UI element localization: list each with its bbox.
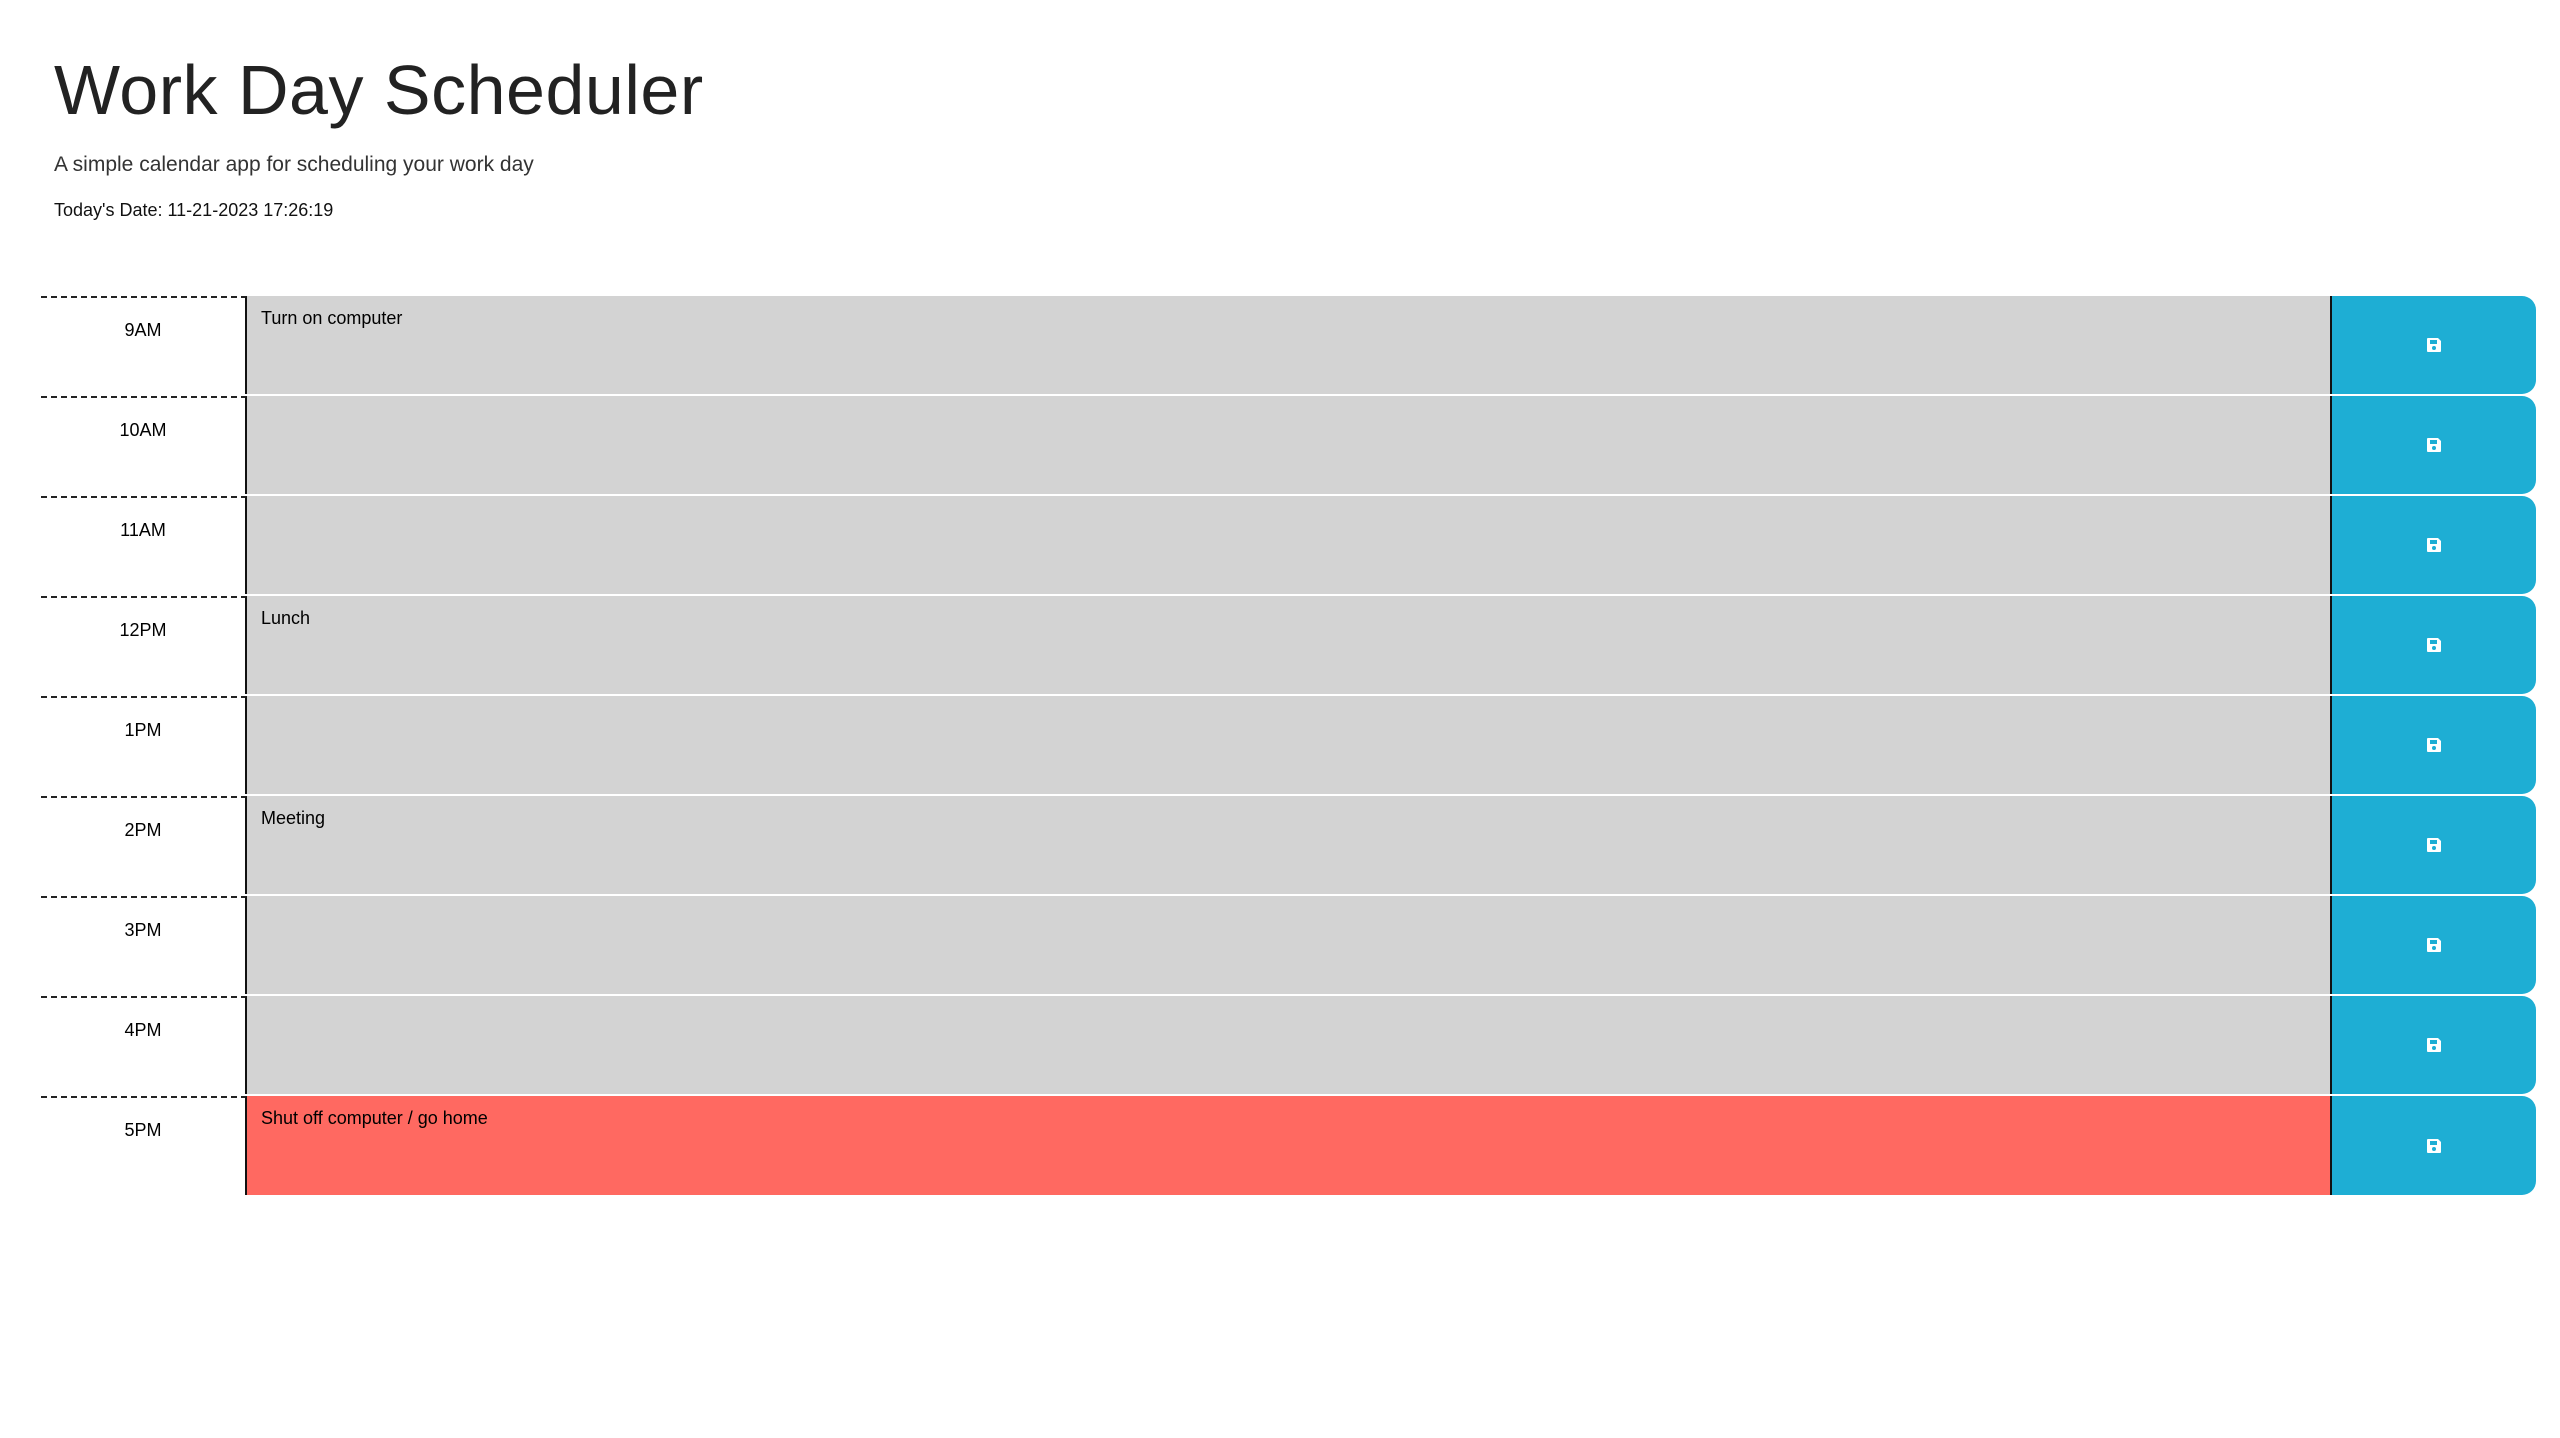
save-icon — [2427, 938, 2441, 952]
schedule-container: 9AM Turn on computer 10AM 11AM 12PM Lunc… — [41, 296, 2536, 1195]
save-icon — [2427, 538, 2441, 552]
event-description-input[interactable] — [247, 696, 2330, 794]
save-icon — [2427, 438, 2441, 452]
save-button[interactable] — [2330, 296, 2536, 394]
page-header: Work Day Scheduler A simple calendar app… — [54, 48, 704, 222]
page-title: Work Day Scheduler — [54, 51, 704, 129]
event-description-input[interactable] — [247, 896, 2330, 994]
save-button[interactable] — [2330, 396, 2536, 494]
save-button[interactable] — [2330, 596, 2536, 694]
hour-label: 1PM — [41, 696, 247, 794]
save-button[interactable] — [2330, 796, 2536, 894]
save-icon — [2427, 1138, 2441, 1153]
time-block-1pm: 1PM — [41, 696, 2536, 796]
save-button[interactable] — [2330, 696, 2536, 794]
event-description-input[interactable] — [247, 996, 2330, 1094]
event-description-input[interactable]: Lunch — [247, 596, 2330, 694]
time-block-2pm: 2PM Meeting — [41, 796, 2536, 896]
time-block-12pm: 12PM Lunch — [41, 596, 2536, 696]
save-button[interactable] — [2330, 996, 2536, 1094]
hour-label: 4PM — [41, 996, 247, 1094]
save-icon — [2427, 1038, 2441, 1052]
time-block-10am: 10AM — [41, 396, 2536, 496]
save-button[interactable] — [2330, 1096, 2536, 1195]
hour-label: 3PM — [41, 896, 247, 994]
time-block-4pm: 4PM — [41, 996, 2536, 1096]
hour-label: 10AM — [41, 396, 247, 494]
current-date: Today's Date: 11-21-2023 17:26:19 — [54, 200, 334, 220]
save-icon — [2427, 738, 2441, 752]
hour-label: 9AM — [41, 296, 247, 394]
hour-label: 11AM — [41, 496, 247, 594]
save-button[interactable] — [2330, 896, 2536, 994]
page-subtitle: A simple calendar app for scheduling you… — [54, 153, 534, 176]
event-description-input[interactable] — [247, 496, 2330, 594]
save-icon — [2427, 338, 2441, 352]
time-block-3pm: 3PM — [41, 896, 2536, 996]
event-description-input[interactable]: Shut off computer / go home — [247, 1096, 2330, 1195]
hour-label: 12PM — [41, 596, 247, 694]
hour-label: 2PM — [41, 796, 247, 894]
time-block-9am: 9AM Turn on computer — [41, 296, 2536, 396]
save-icon — [2427, 838, 2441, 852]
hour-label: 5PM — [41, 1096, 247, 1195]
event-description-input[interactable]: Meeting — [247, 796, 2330, 894]
event-description-input[interactable] — [247, 396, 2330, 494]
save-icon — [2427, 638, 2441, 652]
save-button[interactable] — [2330, 496, 2536, 594]
time-block-5pm: 5PM Shut off computer / go home — [41, 1096, 2536, 1195]
event-description-input[interactable]: Turn on computer — [247, 296, 2330, 394]
time-block-11am: 11AM — [41, 496, 2536, 596]
